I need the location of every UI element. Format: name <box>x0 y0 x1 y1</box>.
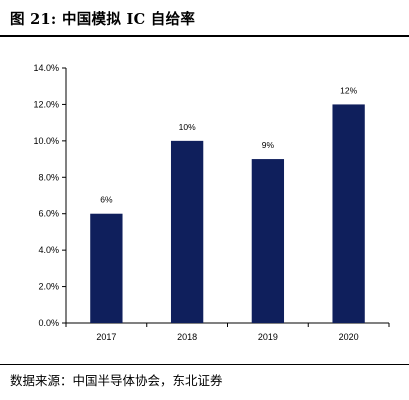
data-labels: 6% 10% 9% 12% <box>100 85 357 204</box>
x-tick-label-2019: 2019 <box>258 332 278 342</box>
y-tick-label: 6.0% <box>38 209 59 219</box>
figure-title-text: 中国模拟 IC 自给率 <box>61 11 196 28</box>
x-axis: 2017 2018 2019 2020 <box>65 322 390 342</box>
data-label-2017: 6% <box>100 195 113 205</box>
title-rule <box>0 35 409 37</box>
figure-title: 图 21: 中国模拟 IC 自给率 <box>10 8 195 29</box>
y-tick-label: 8.0% <box>38 172 59 182</box>
y-tick-label: 0.0% <box>38 318 59 328</box>
x-tick-label-2020: 2020 <box>339 332 359 342</box>
y-tick-label: 14.0% <box>33 63 59 73</box>
bars <box>90 104 365 323</box>
y-tick-label: 12.0% <box>33 99 59 109</box>
y-tick-label: 4.0% <box>38 245 59 255</box>
x-tick-label-2018: 2018 <box>177 332 197 342</box>
source-rule <box>0 364 409 365</box>
y-tick-label: 10.0% <box>33 136 59 146</box>
x-tick-label-2017: 2017 <box>96 332 116 342</box>
data-label-2018: 10% <box>179 122 196 132</box>
bar-2019 <box>251 159 285 323</box>
data-label-2020: 12% <box>340 85 357 95</box>
bar-chart: 0.0% 2.0% 4.0% 6.0% 8.0% 10.0% 12.0% 14.0% 2017… <box>33 63 390 342</box>
figure-label: 图 21: <box>10 11 57 28</box>
y-tick-label: 2.0% <box>38 282 59 292</box>
bar-2017 <box>90 213 123 323</box>
bar-2020 <box>332 104 365 323</box>
data-label-2019: 9% <box>262 140 275 150</box>
source-note: 数据来源：中国半导体协会，东北证券 <box>10 373 223 388</box>
bar-2018 <box>170 140 204 323</box>
y-axis: 0.0% 2.0% 4.0% 6.0% 8.0% 10.0% 12.0% 14.0% <box>33 63 67 328</box>
